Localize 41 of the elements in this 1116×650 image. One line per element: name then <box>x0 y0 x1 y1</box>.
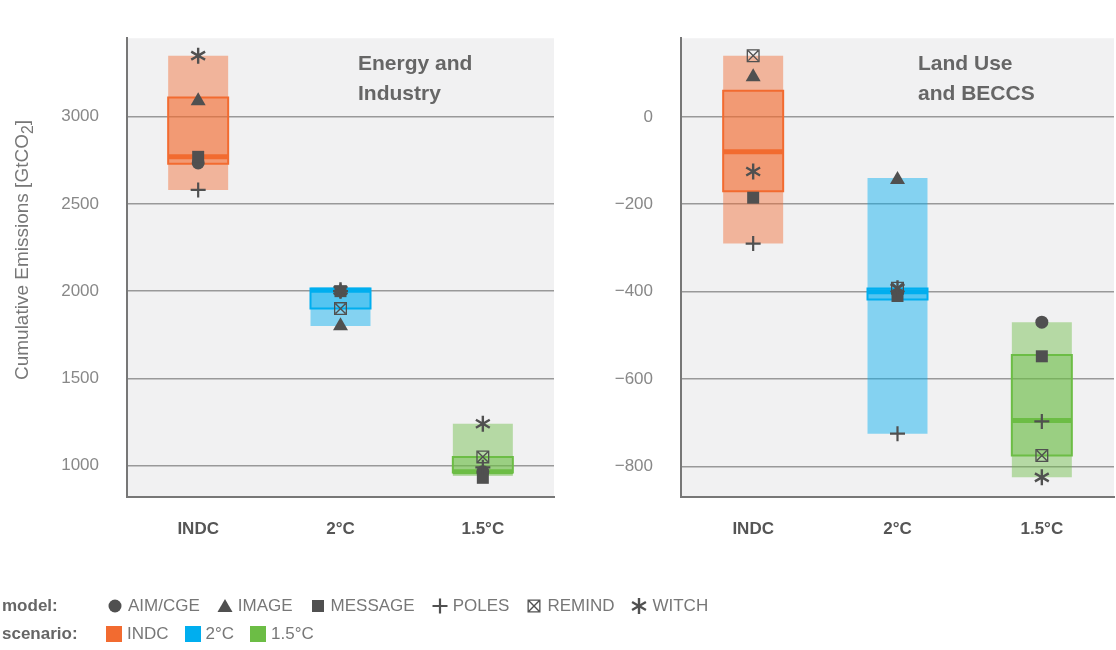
category-label: 1.5°C <box>271 624 314 643</box>
y-tick-label: 2500 <box>61 193 99 213</box>
point <box>745 68 761 82</box>
point <box>1034 413 1050 429</box>
point <box>1035 350 1048 363</box>
y-tick-label: −600 <box>614 368 653 388</box>
x-tick-label: INDC <box>732 518 774 538</box>
legend-label: AIM/CGE <box>127 596 200 616</box>
x-tick-label: INDC <box>177 518 219 538</box>
x-tick-label: 1.5°C <box>1020 518 1064 538</box>
category-label: 2°C <box>205 624 235 643</box>
point <box>747 191 760 204</box>
y-tick-label: 1500 <box>61 368 99 388</box>
point <box>745 236 761 252</box>
y-tick-label: −200 <box>614 193 653 213</box>
legend-label: REMIND <box>546 596 615 616</box>
text: Land Use and BECCS <box>918 51 1035 105</box>
legend-label: POLES <box>451 596 510 616</box>
x-tick-label: 1.5°C <box>461 518 505 538</box>
y-tick-label: −400 <box>614 281 653 301</box>
point <box>1035 448 1049 462</box>
y-tick-label: 3000 <box>61 106 99 126</box>
legend-title: model: <box>2 596 59 616</box>
text: scenario: <box>2 624 79 644</box>
legend-label: IMAGE <box>236 596 293 616</box>
y-tick-label: −800 <box>614 456 653 476</box>
category-label: INDC <box>127 624 169 643</box>
legend-label: WITCH <box>651 596 709 616</box>
x-tick-label: 2°C <box>326 518 355 538</box>
point <box>1035 315 1049 329</box>
point <box>746 49 760 63</box>
y-tick-label: 1000 <box>61 455 99 475</box>
text: Energy and Industry <box>358 51 473 105</box>
point <box>745 163 761 180</box>
y-tick-label: 2000 <box>61 280 99 300</box>
x-tick-label: 2°C <box>883 518 912 538</box>
point <box>890 426 905 442</box>
point <box>1034 469 1050 486</box>
y-tick-label: 0 <box>643 106 653 126</box>
legend-label: MESSAGE <box>329 596 415 616</box>
point <box>890 171 905 185</box>
